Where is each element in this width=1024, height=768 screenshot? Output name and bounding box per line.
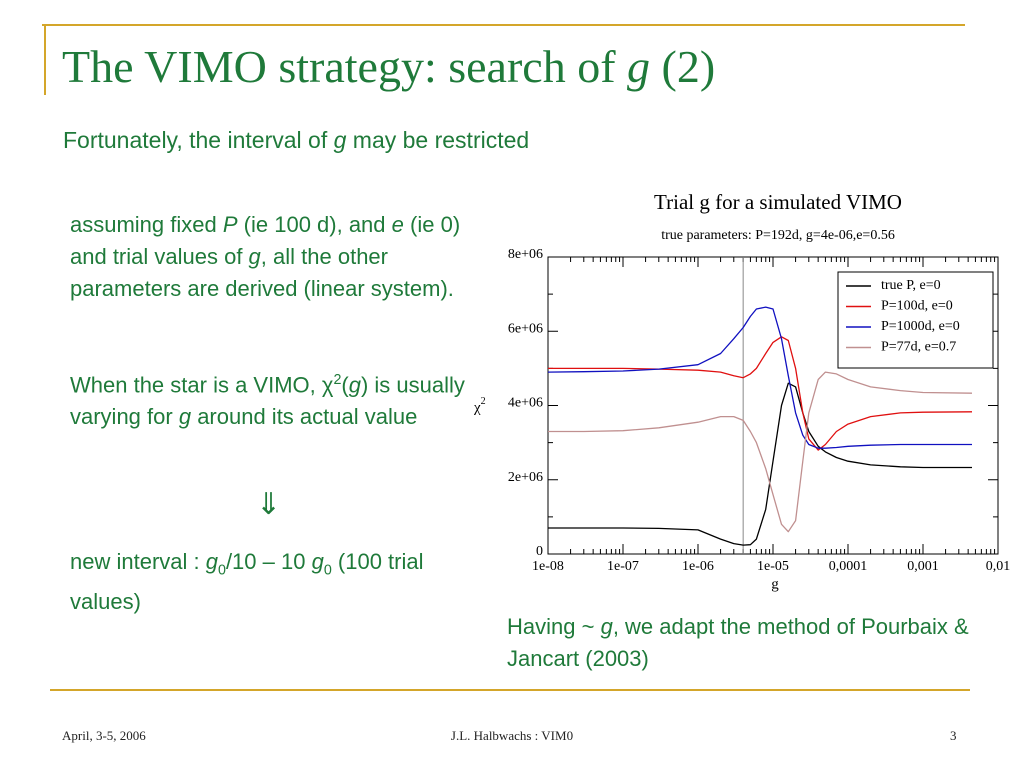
text-run: (100 trial values) [70, 549, 424, 615]
paragraph: When the star is a VIMO, χ2(g) is usuall… [70, 364, 470, 433]
legend-label: P=1000d, e=0 [881, 319, 960, 334]
series-line [547, 306, 972, 449]
text-run: When the star is a VIMO, [70, 372, 322, 398]
legend-label: P=100d, e=0 [881, 299, 953, 314]
y-tick-label: 2e+06 [508, 470, 543, 485]
text-run: around its actual value [191, 404, 418, 430]
text-run: Fortunately, the interval of [63, 127, 334, 153]
x-tick-label: 1e-07 [607, 559, 639, 574]
x-tick-label: 0,01 [986, 559, 1011, 574]
text-run: assuming fixed [70, 212, 223, 237]
text-run: g [178, 404, 192, 430]
text-run: g [248, 244, 261, 269]
conclusion: Having ~ g, we adapt the method of Pourb… [507, 611, 977, 675]
chart-subtitle: true parameters: P=192d, g=4e-06,e=0.56 [661, 228, 895, 243]
text-run: g [348, 372, 361, 398]
y-label-sup: 2 [481, 396, 486, 407]
text-run: e [391, 212, 404, 237]
text-run: g [205, 549, 218, 574]
text-run: (ie 0) and trial values of [70, 212, 461, 269]
x-axis-label: g [771, 576, 779, 592]
text-run: ( [341, 372, 349, 398]
text-run: (ie 100 d), and [237, 212, 392, 237]
footer-author: J.L. Halbwachs : VIM0 [450, 728, 574, 743]
text-run: may be restricted [346, 127, 530, 153]
x-tick-label: 1e-06 [682, 559, 714, 574]
text-run: P [222, 212, 238, 237]
y-tick-label: 6e+06 [508, 321, 543, 336]
y-tick-label: 8e+06 [508, 247, 543, 262]
y-tick-label: 4e+06 [508, 396, 543, 411]
y-tick-label: 0 [536, 544, 543, 559]
x-tick-label: 0,0001 [829, 559, 868, 574]
text-run: g [311, 549, 324, 574]
text-run: 2 [333, 372, 342, 388]
footer-page: 3 [950, 728, 957, 743]
text-run: , all the other parameters are derived (… [70, 244, 454, 301]
chart-title: Trial g for a simulated VIMO [654, 190, 902, 214]
x-tick-label: 1e-08 [532, 559, 564, 574]
text-run: g [627, 41, 651, 92]
text-run: 0 [217, 562, 226, 579]
slide-subtitle: Fortunately, the interval of g may be re… [63, 127, 529, 154]
text-run: g [333, 127, 347, 153]
text-run: , we adapt the method of Pourbaix & Janc… [507, 614, 969, 671]
x-tick-label: 1e-05 [757, 559, 789, 574]
legend-box [837, 271, 994, 369]
text-run: The VIMO strategy: search of [62, 41, 628, 92]
text-run: ) is usually varying for [70, 372, 465, 430]
text-run: 0 [323, 562, 332, 579]
y-axis-label: χ2 [473, 396, 486, 416]
text-run: /10 – 10 [225, 549, 312, 574]
text-run: Having ~ [507, 614, 601, 639]
series-line [548, 382, 972, 546]
slide-title: The VIMO strategy: search of g (2) [62, 40, 715, 93]
legend: true P, e=0 P=100d, e=0 P=1000d, e=0 P=77d,… [837, 271, 994, 369]
text-run: (2) [650, 41, 716, 92]
legend-label: P=77d, e=0.7 [881, 340, 956, 355]
x-tick-label: 0,001 [907, 559, 939, 574]
series-line [548, 371, 973, 533]
arrow: ⇓ [256, 488, 282, 521]
y-label-base: χ [473, 400, 481, 416]
text-run: χ [321, 372, 334, 398]
text-run: new interval : [70, 549, 206, 574]
paragraph: assuming fixed P (ie 100 d), and e (ie 0… [70, 209, 470, 305]
footer-date: April, 3-5, 2006 [62, 728, 146, 743]
interval-text: new interval : g0/10 – 10 g0 (100 trial … [70, 546, 430, 618]
legend-label: true P, e=0 [881, 278, 941, 293]
text-run: g [600, 614, 613, 639]
